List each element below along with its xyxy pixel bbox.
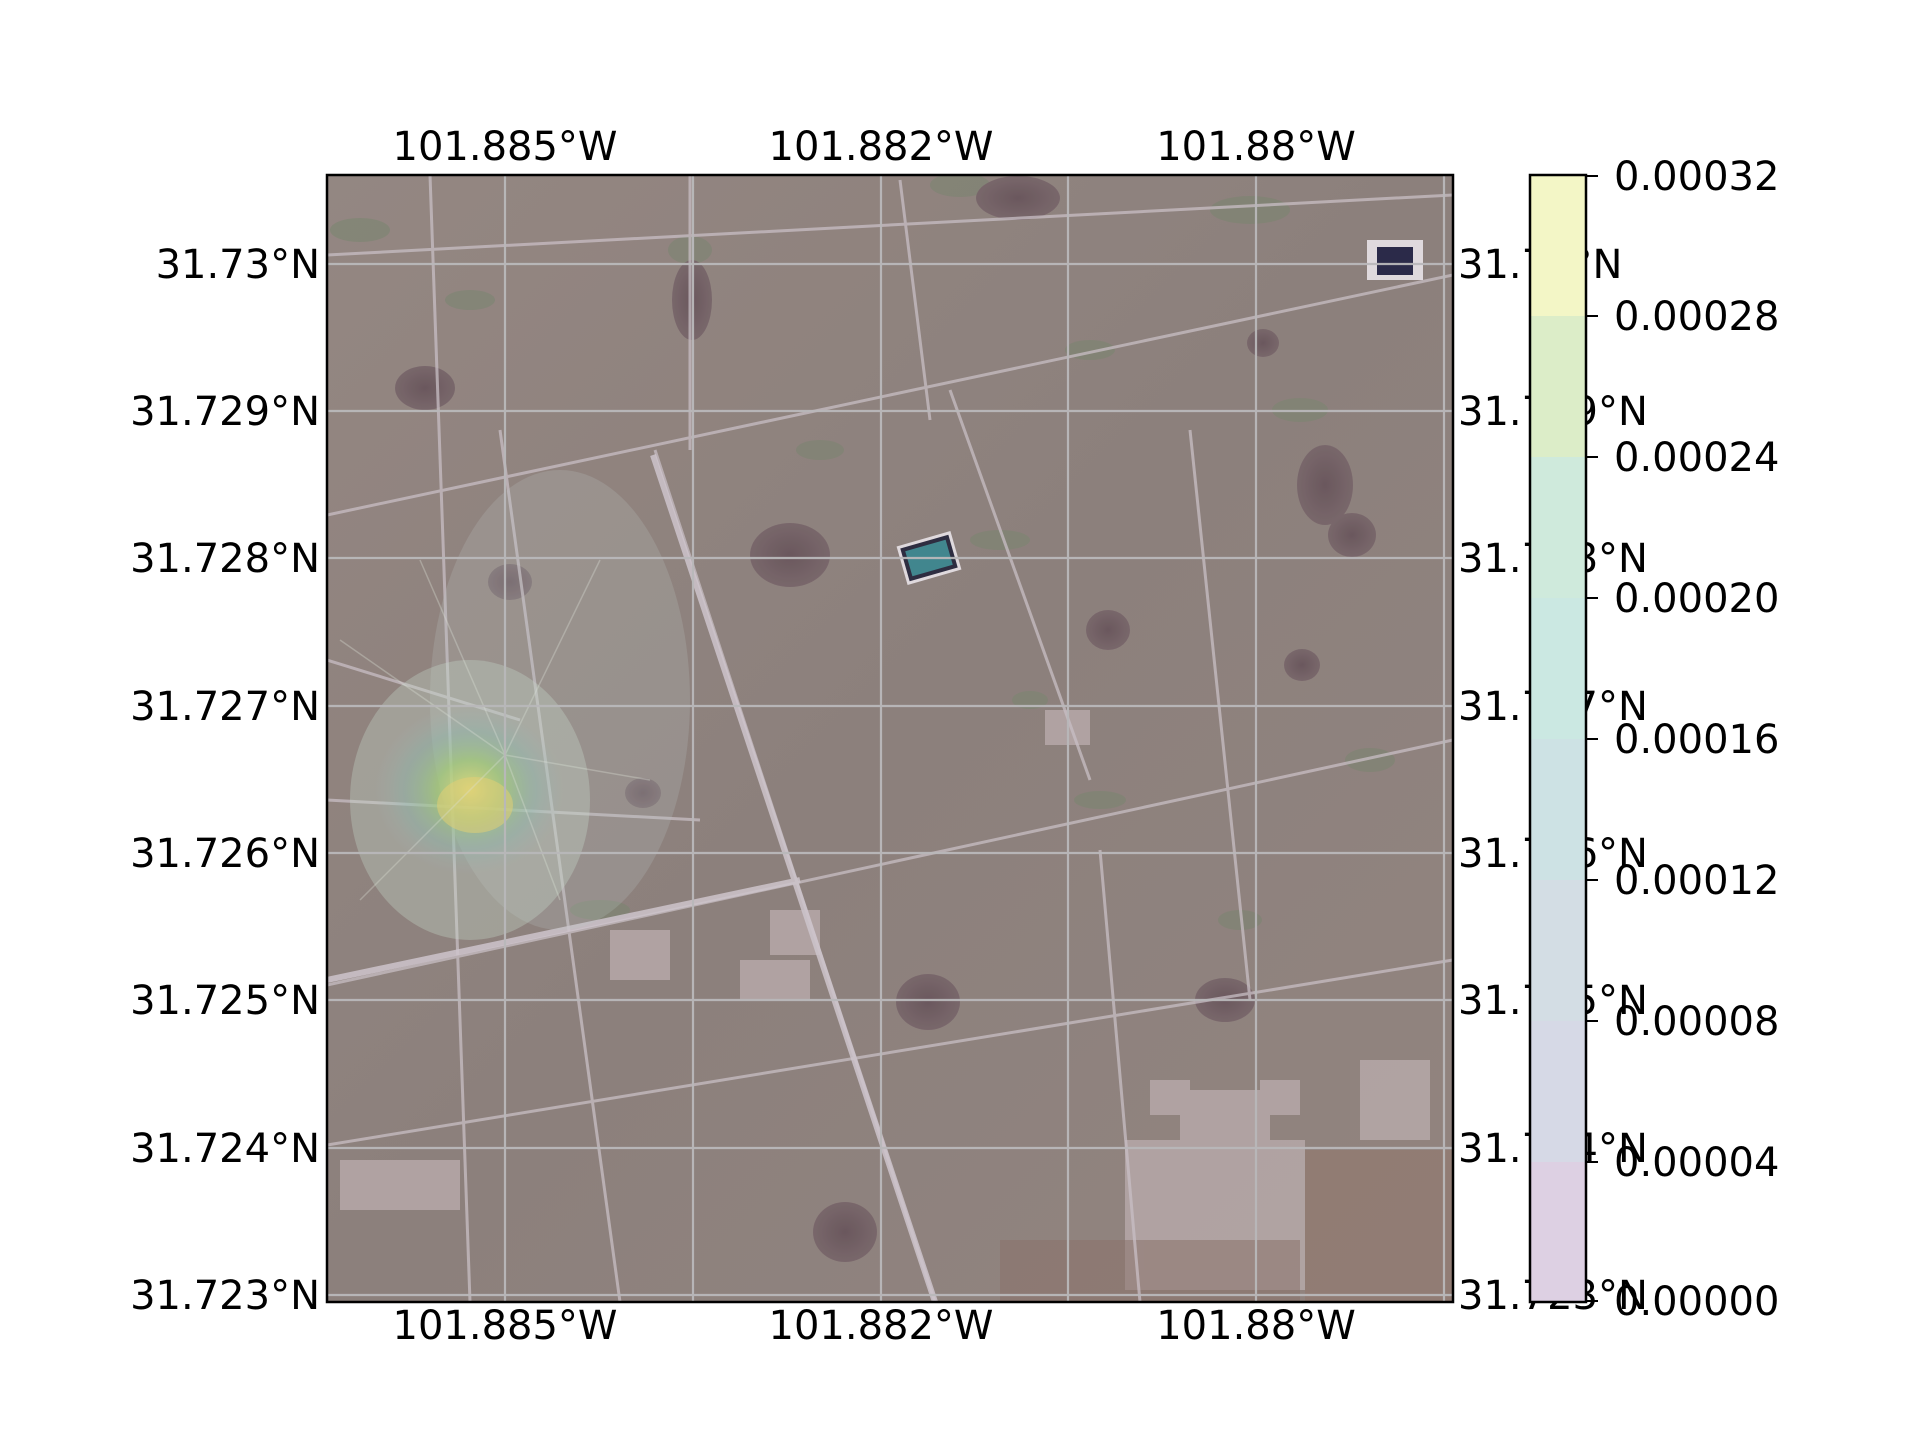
colorbar-tick-labels: 0.00032 0.00028 0.00024 0.00020 0.00016 … xyxy=(1614,154,1779,1325)
lon-label-top: 101.885°W xyxy=(393,124,618,170)
map-frame xyxy=(325,173,1455,1304)
colorbar-tick-label: 0.00016 xyxy=(1614,717,1779,763)
lat-label-left: 31.727°N xyxy=(130,684,320,730)
colorbar-tick-label: 0.00028 xyxy=(1614,294,1779,340)
map-panel xyxy=(327,175,1453,1302)
colorbar-band xyxy=(1530,1021,1586,1162)
lon-labels-bottom: 101.885°W 101.882°W 101.88°W xyxy=(393,1303,1356,1349)
main-roads xyxy=(327,454,938,1302)
colorbar-tick-label: 0.00000 xyxy=(1614,1279,1779,1325)
colorbar-tick-label: 0.00004 xyxy=(1614,1140,1779,1186)
colorbar-tick-label: 0.00012 xyxy=(1614,858,1779,904)
colorbar-band xyxy=(1530,175,1586,316)
lat-label-left: 31.728°N xyxy=(130,536,320,582)
lat-label-left: 31.725°N xyxy=(130,978,320,1024)
lon-label-bottom: 101.88°W xyxy=(1156,1303,1356,1349)
lon-label-bottom: 101.885°W xyxy=(393,1303,618,1349)
lon-labels-top: 101.885°W 101.882°W 101.88°W xyxy=(393,124,1356,170)
bare-ground xyxy=(340,710,1430,1290)
lat-label-left: 31.724°N xyxy=(130,1126,320,1172)
colorbar-tick-label: 0.00008 xyxy=(1614,999,1779,1045)
lat-label-left: 31.729°N xyxy=(130,389,320,435)
lat-label-left: 31.723°N xyxy=(130,1273,320,1319)
lon-label-top: 101.88°W xyxy=(1156,124,1356,170)
lat-labels-left: 31.73°N 31.729°N 31.728°N 31.727°N 31.72… xyxy=(130,242,320,1319)
lon-label-top: 101.882°W xyxy=(769,124,994,170)
colorbar-band xyxy=(1530,457,1586,598)
colorbar: 0.00032 0.00028 0.00024 0.00020 0.00016 … xyxy=(1528,154,1779,1325)
lon-label-bottom: 101.882°W xyxy=(769,1303,994,1349)
colorbar-tick-label: 0.00024 xyxy=(1614,435,1779,481)
colorbar-band xyxy=(1530,739,1586,880)
vegetation-patches xyxy=(330,175,1395,930)
colorbar-tick-label: 0.00020 xyxy=(1614,576,1779,622)
concentration-plume xyxy=(339,470,690,940)
colorbar-band xyxy=(1530,598,1586,739)
colorbar-band xyxy=(1530,316,1586,457)
colorbar-band xyxy=(1530,1162,1586,1302)
lat-label-left: 31.726°N xyxy=(130,831,320,877)
colorbar-tick-label: 0.00032 xyxy=(1614,154,1779,200)
graticule xyxy=(327,175,1453,1302)
lat-label-left: 31.73°N xyxy=(156,242,320,288)
colorbar-band xyxy=(1530,880,1586,1021)
